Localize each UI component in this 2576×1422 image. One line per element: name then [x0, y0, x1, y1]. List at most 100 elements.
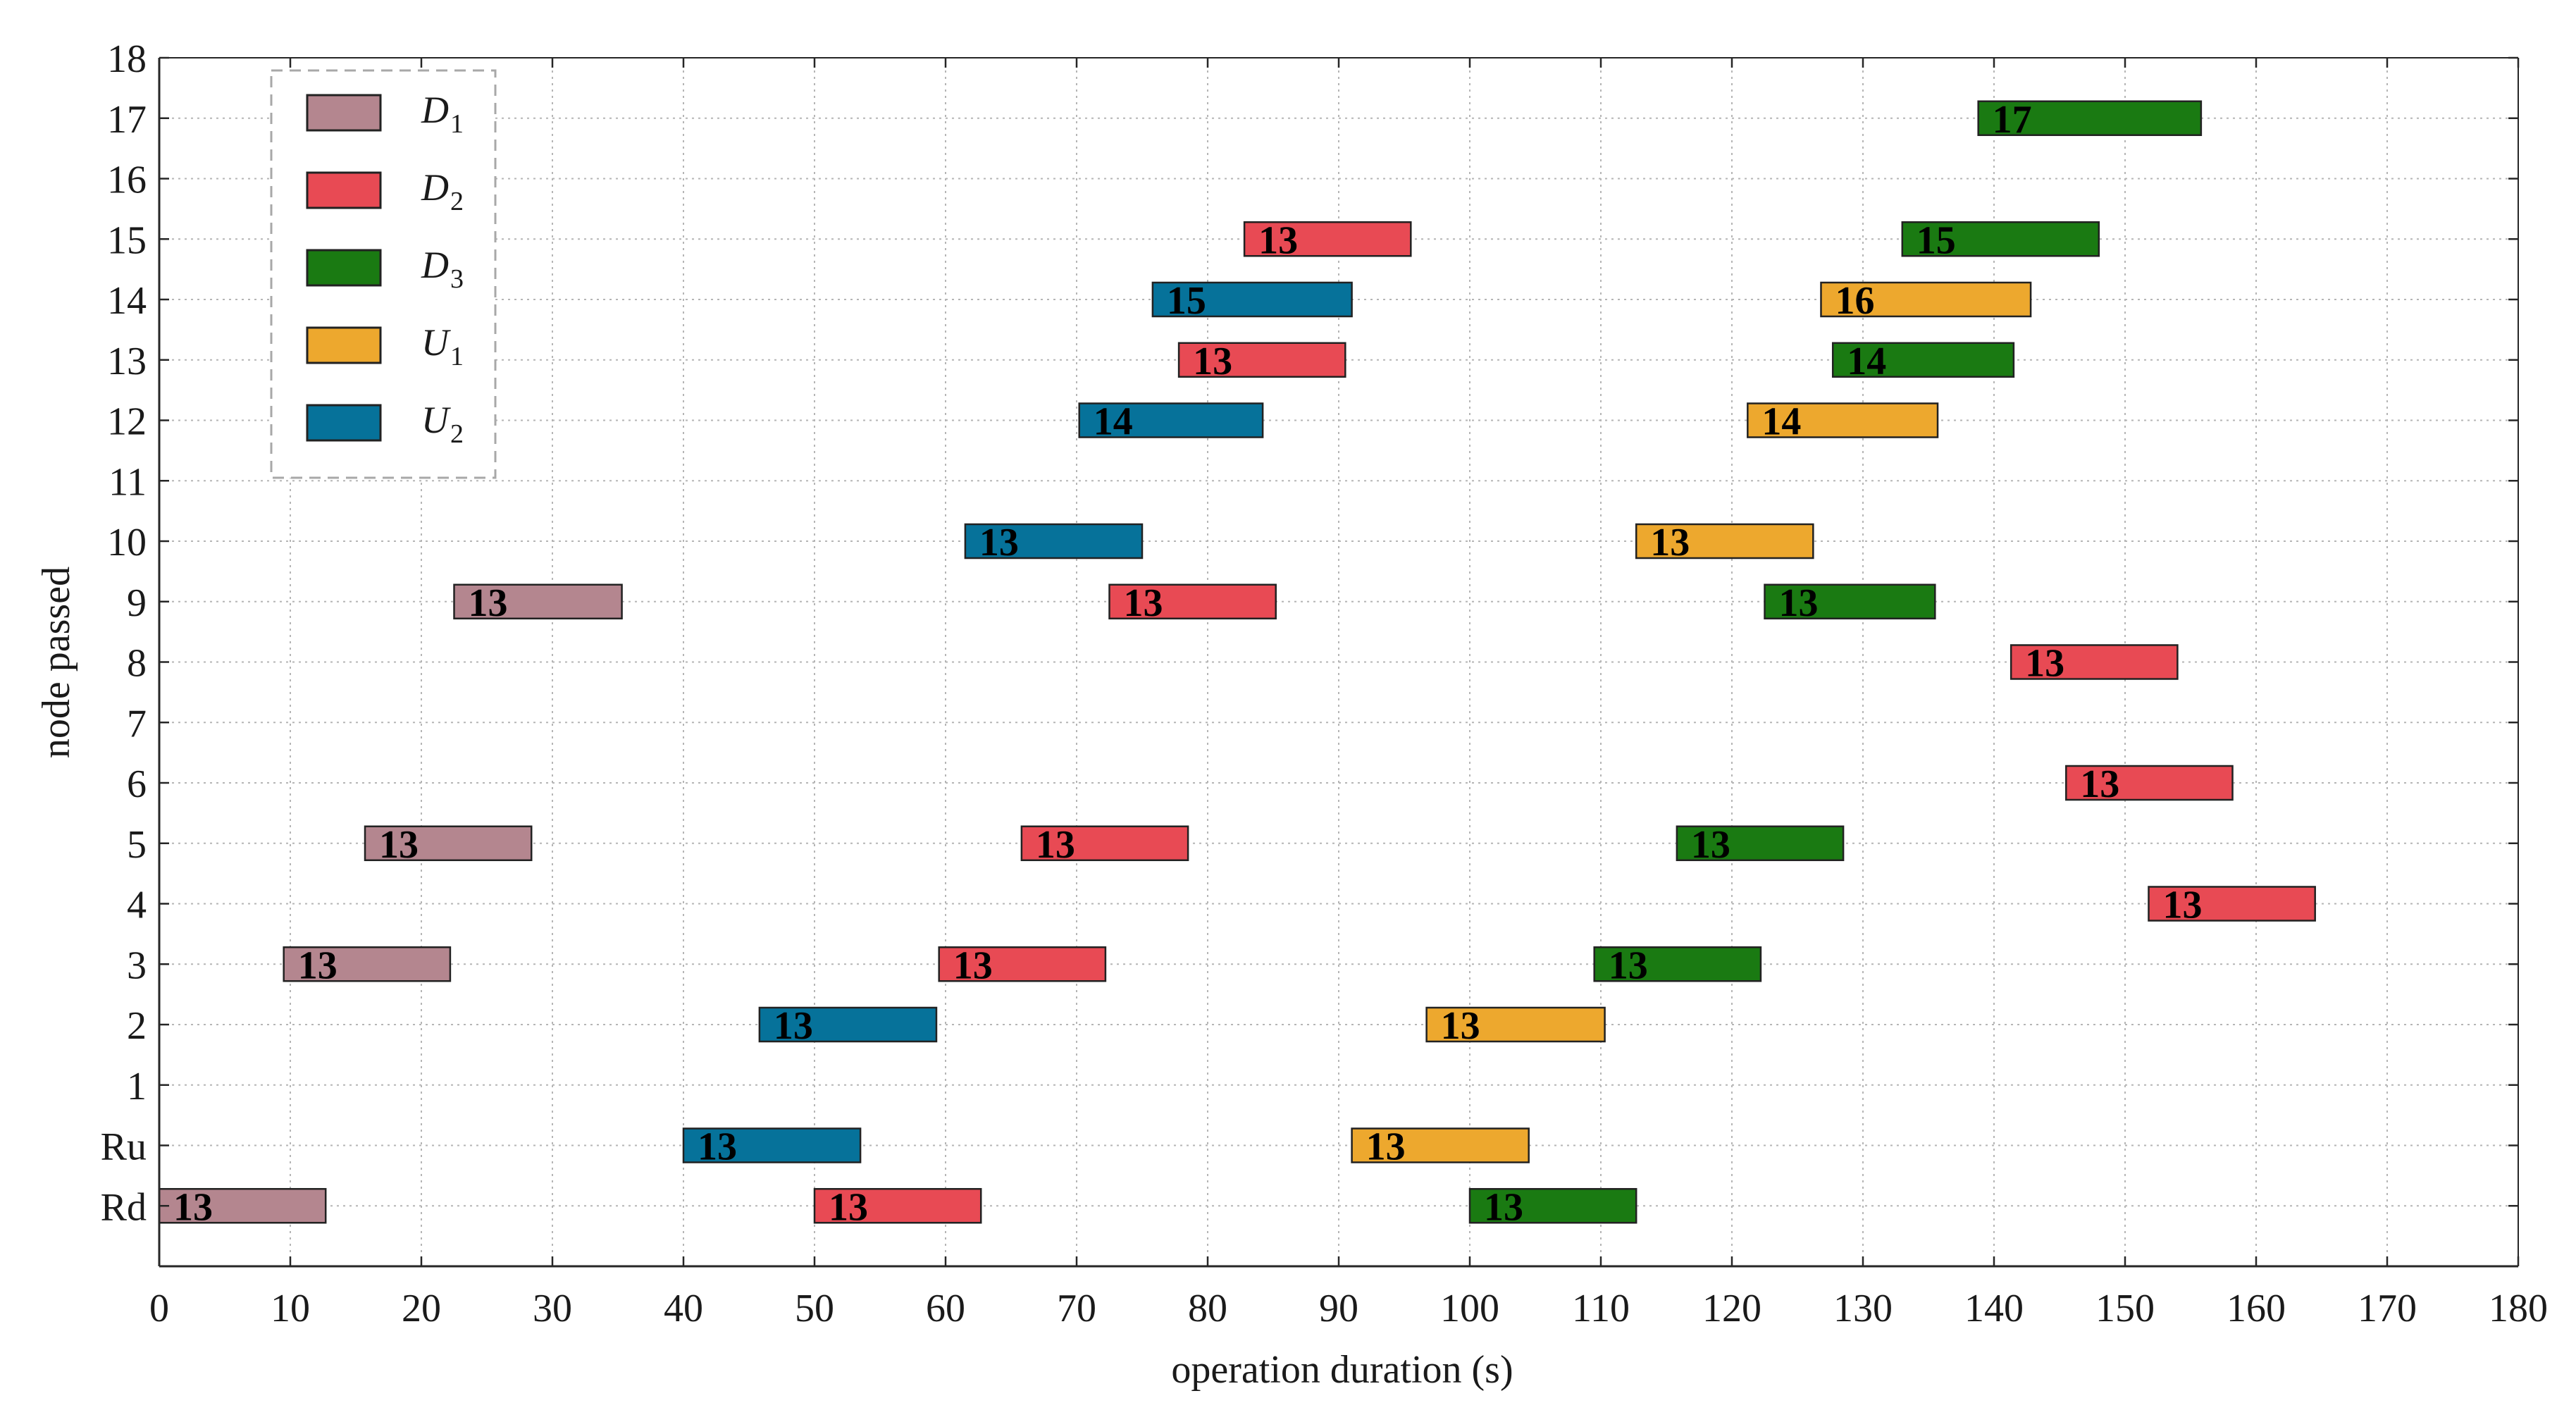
- legend-swatch-u1: [306, 326, 382, 364]
- bar-label: 13: [1193, 340, 1232, 383]
- y-tick-label: 17: [107, 98, 147, 142]
- legend-label-d1: D1: [421, 89, 464, 139]
- x-tick-label: 100: [1440, 1287, 1499, 1330]
- bar-label: 13: [979, 521, 1019, 564]
- legend-label-u1: U1: [421, 321, 464, 371]
- x-tick-label: 80: [1188, 1287, 1227, 1330]
- bar-u2: [1078, 402, 1264, 438]
- bar-d3: [1468, 1187, 1637, 1224]
- bar-label: 13: [298, 944, 338, 987]
- x-tick-label: 70: [1057, 1287, 1096, 1330]
- bar-label: 13: [1779, 581, 1819, 625]
- x-tick-label: 20: [402, 1287, 441, 1330]
- y-axis-label: node passed: [35, 567, 78, 758]
- y-tick-label: 11: [109, 460, 147, 504]
- y-tick-label: 3: [127, 944, 147, 987]
- legend-swatch-u2: [306, 404, 382, 442]
- x-tick-label: 130: [1833, 1287, 1893, 1330]
- x-tick-label: 140: [1964, 1287, 2024, 1330]
- bar-label: 13: [1124, 581, 1163, 625]
- bar-label: 14: [1847, 340, 1886, 383]
- bar-u1: [1425, 1006, 1606, 1043]
- y-tick-label: 14: [107, 279, 147, 323]
- bar-label: 13: [2080, 762, 2119, 806]
- x-tick-label: 120: [1702, 1287, 1761, 1330]
- y-tick-label: 9: [127, 581, 147, 625]
- bar-label: 13: [469, 581, 508, 625]
- x-tick-label: 50: [795, 1287, 834, 1330]
- legend-swatch-d1: [306, 94, 382, 132]
- bar-d2: [813, 1187, 982, 1224]
- legend-swatch-d2: [306, 171, 382, 209]
- legend-label-u2: U2: [421, 399, 464, 449]
- bar-u2: [964, 523, 1144, 559]
- x-axis-label: operation duration (s): [1171, 1348, 1513, 1392]
- y-tick-label: 7: [127, 702, 147, 746]
- bar-d2: [2065, 765, 2234, 801]
- bar-d1: [364, 825, 533, 862]
- x-tick-label: 110: [1572, 1287, 1630, 1330]
- bar-label: 13: [173, 1185, 213, 1229]
- bars: 13 13 13 13 13 13 13 13 13 13 13 13 13 13 13 13 13 14 15 17…: [158, 98, 2316, 1229]
- y-tick-label: 6: [127, 762, 147, 806]
- bar-label: 13: [698, 1125, 737, 1169]
- bar-d2: [938, 946, 1107, 982]
- x-tick-label: 90: [1319, 1287, 1358, 1330]
- x-tick-label: 10: [271, 1287, 310, 1330]
- bar-label: 14: [1094, 400, 1133, 444]
- legend: D1 D2 D3 U1 U2: [270, 69, 497, 479]
- bar-d2: [1243, 221, 1412, 257]
- bar-label: 13: [379, 823, 419, 867]
- y-tick-label: 2: [127, 1004, 147, 1048]
- y-tick-label: 18: [107, 37, 147, 81]
- bar-u2: [758, 1006, 938, 1043]
- axes: 0 10 20 30 40 50 60 70 80 90 100 110 120 130 140 150 160…: [101, 37, 2548, 1330]
- bar-label: 15: [1916, 218, 1956, 262]
- y-tick-label: 10: [107, 521, 147, 564]
- bar-d3: [1977, 100, 2203, 137]
- x-tick-label: 0: [149, 1287, 169, 1330]
- bar-label: 13: [1650, 521, 1690, 564]
- x-tick-label: 30: [533, 1287, 572, 1330]
- bar-d1: [453, 583, 623, 620]
- bar-label: 16: [1835, 279, 1874, 323]
- x-tick-label: 40: [664, 1287, 703, 1330]
- bar-d3: [1593, 946, 1762, 982]
- legend-label-d2: D2: [421, 166, 464, 216]
- bar-label: 13: [2025, 642, 2064, 686]
- bar-d2: [2010, 644, 2179, 680]
- bar-label: 13: [1036, 823, 1075, 867]
- bar-u1: [1820, 281, 2032, 318]
- legend-label-d3: D3: [421, 244, 464, 294]
- bar-label: 13: [774, 1004, 813, 1048]
- bar-d3: [1831, 342, 2015, 378]
- x-tick-label: 160: [2227, 1287, 2286, 1330]
- bar-u2: [1151, 281, 1353, 318]
- bar-label: 13: [1691, 823, 1730, 867]
- x-tick-label: 170: [2358, 1287, 2417, 1330]
- y-tick-label: 12: [107, 400, 147, 444]
- bar-label: 13: [2162, 884, 2202, 927]
- bar-d3: [1676, 825, 1845, 862]
- x-tick-label: 180: [2489, 1287, 2548, 1330]
- bar-d2: [1177, 342, 1346, 378]
- bar-d2: [1108, 583, 1277, 620]
- y-tick-label: 13: [107, 340, 147, 383]
- y-tick-label: 5: [127, 823, 147, 867]
- bar-label: 13: [1609, 944, 1648, 987]
- bar-label: 13: [829, 1185, 868, 1229]
- bar-d3: [1764, 583, 1936, 620]
- bar-u1: [1747, 402, 1939, 438]
- bar-d2: [1020, 825, 1189, 862]
- bar-label: 14: [1761, 400, 1801, 444]
- y-tick-label: Ru: [101, 1125, 147, 1169]
- bar-label: 13: [953, 944, 993, 987]
- y-tick-label: 16: [107, 159, 147, 202]
- x-tick-label: 60: [926, 1287, 965, 1330]
- bar-label: 13: [1441, 1004, 1480, 1048]
- bar-label: 13: [1484, 1185, 1523, 1229]
- x-tick-label: 150: [2095, 1287, 2155, 1330]
- bar-d3: [1901, 221, 2100, 257]
